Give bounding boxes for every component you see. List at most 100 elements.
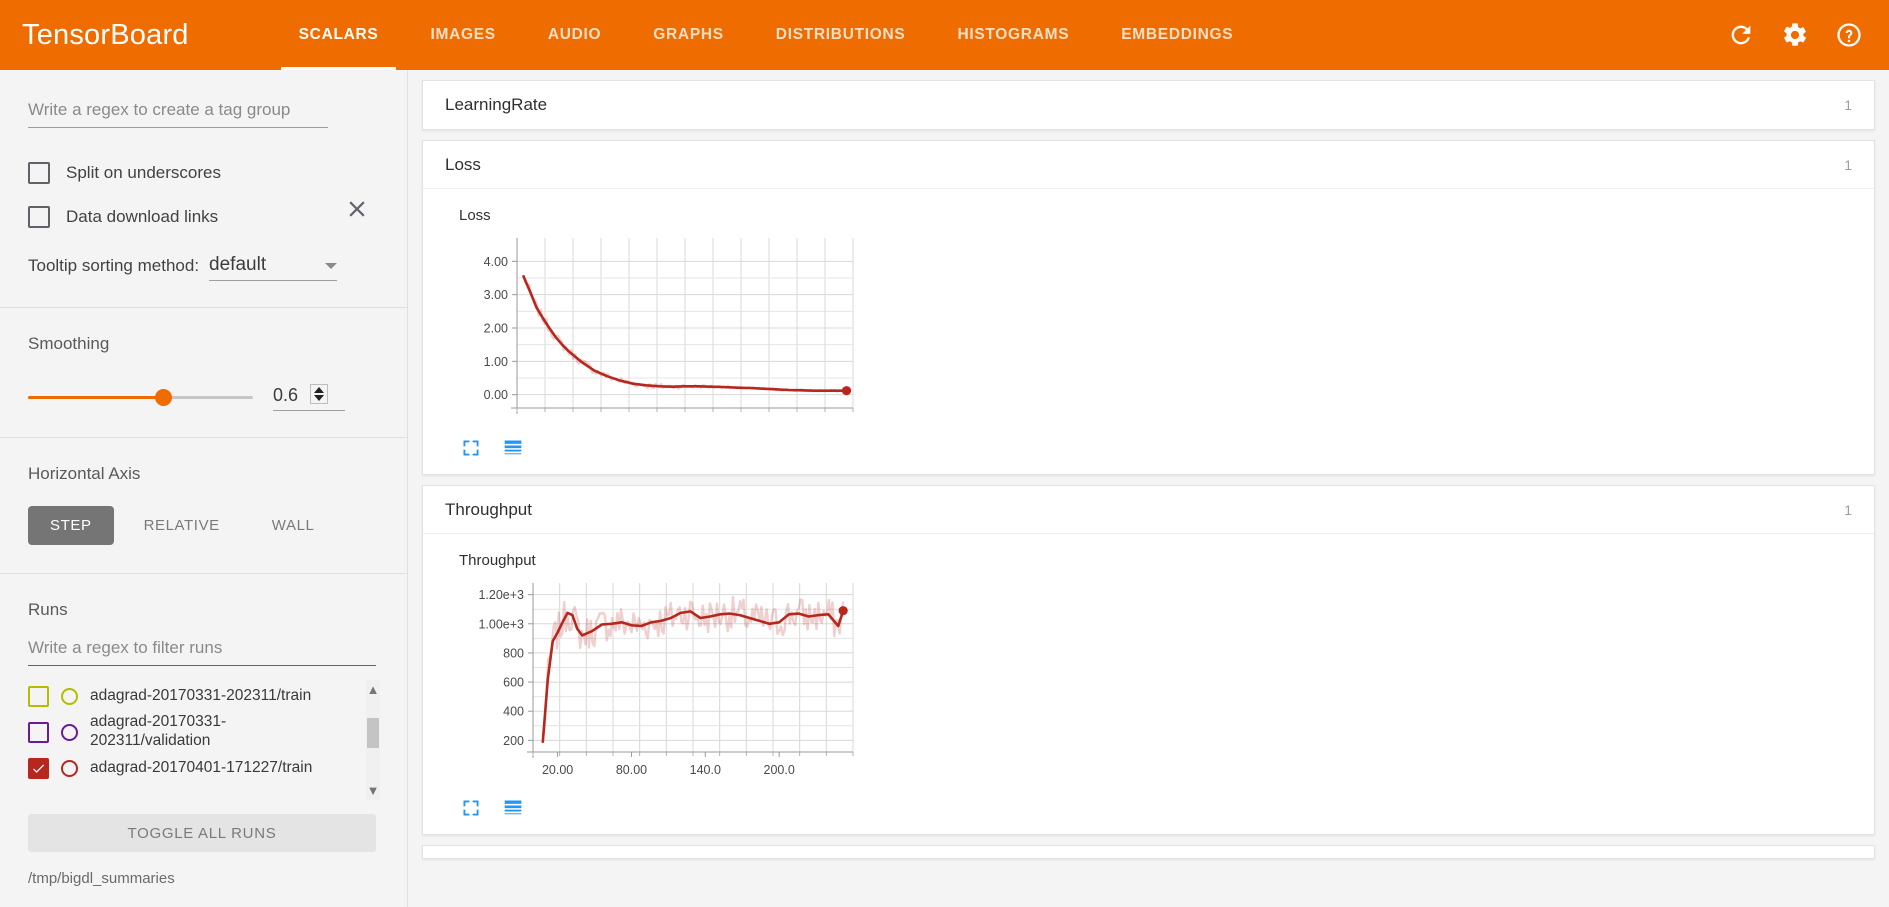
tab-images[interactable]: IMAGES (404, 0, 521, 70)
data-table-icon[interactable] (503, 438, 523, 458)
checkbox-split-on-underscores[interactable]: Split on underscores (28, 162, 379, 184)
svg-text:400: 400 (503, 705, 524, 719)
section-title: Throughput (445, 499, 532, 519)
section-count: 1 (1844, 501, 1852, 518)
tab-label: EMBEDDINGS (1121, 26, 1234, 43)
smoothing-row: 0.6 (28, 384, 379, 411)
svg-text:0.00: 0.00 (484, 388, 508, 402)
loss-chart[interactable]: 0.00 1.00 2.00 3.00 4.00 (445, 230, 865, 430)
chevron-down-icon[interactable]: ▼ (366, 783, 380, 798)
svg-text:800: 800 (503, 646, 524, 660)
logdir-path: /tmp/bigdl_summaries (28, 870, 175, 887)
svg-text:140.0: 140.0 (690, 763, 721, 777)
svg-text:1.20e+3: 1.20e+3 (478, 588, 524, 602)
scrollbar-thumb[interactable] (367, 718, 379, 748)
tooltip-sorting-row: Tooltip sorting method: default (28, 254, 379, 307)
app-body: Split on underscores Data download links… (0, 70, 1889, 907)
tag-group-input[interactable] (28, 98, 328, 128)
tab-histograms[interactable]: HISTOGRAMS (931, 0, 1095, 70)
svg-text:1.00e+3: 1.00e+3 (478, 617, 524, 631)
checkbox-label: Split on underscores (66, 163, 221, 182)
section-card-next (422, 845, 1875, 859)
checkbox-box (28, 206, 50, 228)
chart-container-loss: Loss 0.00 1.00 2.00 3.00 4.00 (423, 189, 1874, 474)
run-color-circle (61, 687, 78, 705)
list-item[interactable]: adagrad-20170401-171227/train (28, 752, 380, 784)
chart-title: Loss (459, 207, 491, 224)
divider (0, 437, 407, 438)
horizontal-axis-options: STEP RELATIVE WALL (28, 506, 379, 573)
chart-toolbar-throughput (461, 798, 1852, 818)
horizontal-axis-title: Horizontal Axis (28, 464, 141, 483)
svg-text:200: 200 (503, 734, 524, 748)
run-checkbox[interactable] (28, 685, 49, 707)
section-card-learningrate: LearningRate 1 (422, 80, 1875, 130)
tooltip-sorting-select[interactable]: default (209, 254, 338, 281)
sidebar: Split on underscores Data download links… (0, 70, 408, 907)
tab-label: HISTOGRAMS (957, 26, 1070, 43)
top-bar-actions (1727, 21, 1863, 49)
main-nav-tabs: SCALARS IMAGES AUDIO GRAPHS DISTRIBUTION… (273, 0, 1260, 70)
checkbox-box (28, 162, 50, 184)
stepper-down-icon[interactable] (314, 395, 325, 401)
axis-option-wall[interactable]: WALL (271, 517, 315, 534)
section-card-loss: Loss 1 Loss 0.00 1.00 2.00 3.00 4.00 (422, 140, 1875, 475)
help-icon[interactable] (1835, 21, 1863, 49)
chart-container-throughput: Throughput 200 400 600 800 1.00e+3 1.20e+3 20.… (423, 534, 1874, 834)
expand-icon[interactable] (461, 798, 481, 818)
run-name: adagrad-20170331-202311/validation (90, 713, 227, 749)
tab-embeddings[interactable]: EMBEDDINGS (1095, 0, 1259, 70)
tab-label: GRAPHS (653, 26, 724, 43)
gear-icon[interactable] (1781, 21, 1809, 49)
main-content: LearningRate 1 Loss 1 Loss 0.00 1.00 2.00 3… (408, 70, 1889, 907)
top-app-bar: TensorBoard SCALARS IMAGES AUDIO GRAPHS … (0, 0, 1889, 70)
runs-scrollbar[interactable]: ▲ ▼ (366, 680, 380, 800)
section-header-loss[interactable]: Loss 1 (423, 141, 1874, 189)
axis-option-relative[interactable]: RELATIVE (143, 517, 220, 534)
close-icon[interactable] (344, 196, 370, 222)
chart-title: Throughput (459, 552, 536, 569)
quantity-stepper[interactable] (310, 384, 329, 404)
section-title: LearningRate (445, 95, 548, 114)
tab-label: AUDIO (547, 26, 602, 43)
section-count: 1 (1844, 156, 1852, 173)
svg-text:2.00: 2.00 (484, 322, 508, 336)
tooltip-sorting-label: Tooltip sorting method: (28, 256, 200, 275)
runs-list: adagrad-20170331-202311/train adagrad-20… (28, 680, 380, 800)
chevron-up-icon[interactable]: ▲ (366, 682, 380, 697)
run-checkbox[interactable] (28, 721, 49, 743)
checkbox-label: Data download links (66, 207, 219, 226)
section-title: Loss (445, 154, 481, 174)
svg-text:600: 600 (503, 676, 524, 690)
smoothing-slider[interactable] (28, 389, 253, 406)
run-checkbox[interactable] (28, 757, 49, 779)
chart-toolbar-loss (461, 438, 1852, 458)
tab-scalars[interactable]: SCALARS (273, 0, 405, 70)
toggle-all-runs-button[interactable]: TOGGLE ALL RUNS (28, 814, 376, 852)
svg-text:4.00: 4.00 (484, 255, 508, 269)
section-header-learningrate[interactable]: LearningRate 1 (423, 81, 1874, 129)
tooltip-sorting-value: default (209, 254, 267, 275)
data-table-icon[interactable] (503, 798, 523, 818)
svg-text:200.0: 200.0 (764, 763, 795, 777)
smoothing-value-field[interactable]: 0.6 (273, 384, 345, 411)
checkbox-data-download-links[interactable]: Data download links (28, 206, 379, 228)
tab-label: IMAGES (430, 26, 496, 43)
tab-distributions[interactable]: DISTRIBUTIONS (750, 0, 932, 70)
section-header-throughput[interactable]: Throughput 1 (423, 486, 1874, 534)
runs-filter-input[interactable] (28, 636, 376, 666)
svg-text:1.00: 1.00 (484, 355, 508, 369)
axis-option-step[interactable]: STEP (28, 506, 114, 545)
slider-knob[interactable] (154, 389, 172, 406)
list-item[interactable]: adagrad-20170331-202311/train (28, 680, 380, 712)
tab-label: DISTRIBUTIONS (775, 26, 906, 43)
stepper-up-icon[interactable] (314, 387, 325, 393)
refresh-icon[interactable] (1727, 21, 1755, 49)
tab-audio[interactable]: AUDIO (522, 0, 627, 70)
smoothing-value: 0.6 (273, 385, 299, 405)
svg-text:3.00: 3.00 (484, 288, 508, 302)
throughput-chart[interactable]: 200 400 600 800 1.00e+3 1.20e+3 20.00 80.00 140.… (445, 575, 865, 790)
tab-graphs[interactable]: GRAPHS (627, 0, 750, 70)
list-item[interactable]: adagrad-20170331-202311/validation (28, 712, 380, 752)
expand-icon[interactable] (461, 438, 481, 458)
